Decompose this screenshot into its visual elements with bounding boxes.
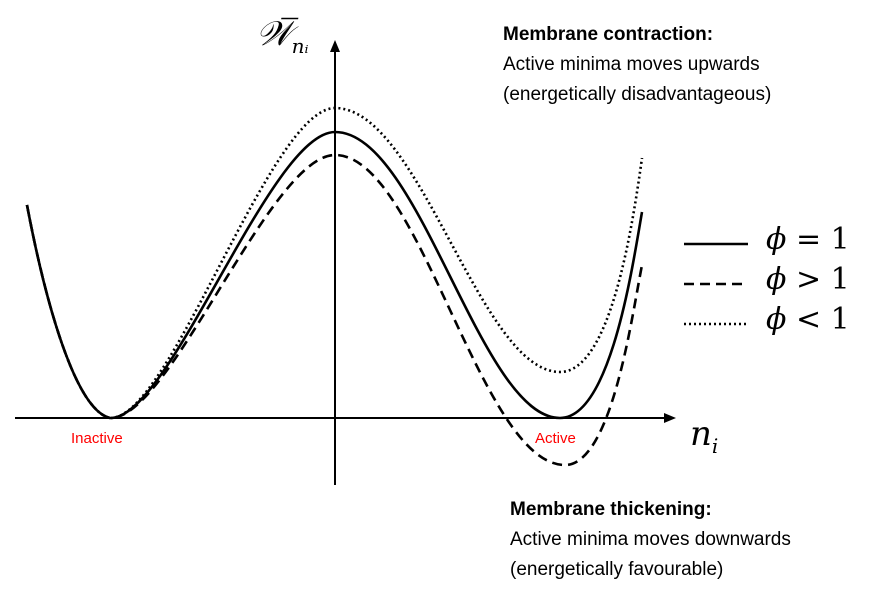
legend-label-solid: ϕ = 1 (766, 222, 850, 257)
curve-phi-greater-than-1 (25, 153, 644, 467)
legend-swatch-dashed (684, 282, 748, 286)
membrane-contraction-note: Membrane contraction: Active minima move… (503, 20, 771, 110)
legend-label-dotted: ϕ < 1 (766, 302, 850, 337)
membrane-thickening-line1: Active minima moves downwards (510, 529, 791, 550)
y-axis-arrowhead (330, 40, 340, 52)
membrane-contraction-heading: Membrane contraction: (503, 24, 714, 45)
membrane-contraction-line1: Active minima moves upwards (503, 54, 760, 75)
membrane-thickening-heading: Membrane thickening: (510, 499, 712, 520)
y-axis-label-subscript: nᵢ (291, 34, 309, 58)
curve-phi-less-than-1 (25, 106, 644, 420)
membrane-thickening-line2: (energetically favourable) (510, 559, 724, 580)
legend-item-solid: ϕ = 1 (684, 220, 874, 260)
x-axis-label-subscript: i (711, 434, 719, 458)
legend-swatch-dotted (684, 322, 748, 326)
membrane-contraction-line2: (energetically disadvantageous) (503, 84, 772, 105)
legend-swatch-solid (684, 242, 748, 246)
y-axis-label-main: 𝒲̅ (256, 14, 292, 54)
inactive-state-label: Inactive (71, 430, 123, 447)
legend-item-dotted: ϕ < 1 (684, 300, 874, 340)
x-axis-label-main: n (690, 414, 712, 454)
x-axis-arrowhead (664, 413, 676, 423)
legend-item-dashed: ϕ > 1 (684, 260, 874, 300)
x-axis-label: ni (690, 414, 718, 466)
membrane-thickening-note: Membrane thickening: Active minima moves… (510, 495, 791, 585)
y-axis-label: 𝒲̅nᵢ (256, 14, 309, 66)
legend-label-dashed: ϕ > 1 (766, 262, 850, 297)
active-state-label: Active (535, 430, 576, 447)
